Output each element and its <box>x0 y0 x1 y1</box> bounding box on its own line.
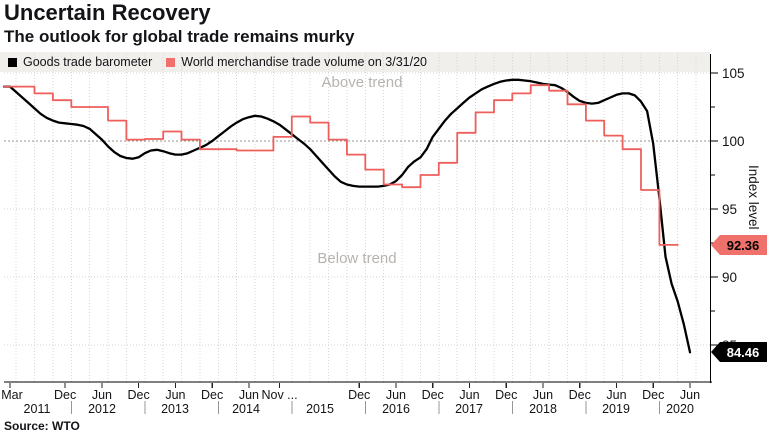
trade-volume-line <box>3 84 679 246</box>
x-month-label: Jun <box>92 388 112 402</box>
x-month-label: Dec <box>642 388 664 402</box>
x-year-label: 2013 <box>161 402 189 416</box>
x-year-label: 2016 <box>382 402 410 416</box>
above-trend-annotation: Above trend <box>321 74 403 91</box>
below-trend-annotation: Below trend <box>317 250 397 267</box>
x-month-label: Jun <box>606 388 626 402</box>
x-year-label: 2015 <box>306 402 334 416</box>
x-month-label: Jun <box>459 388 479 402</box>
legend-band <box>0 52 710 72</box>
y-tick-label: 90 <box>722 270 737 285</box>
black-series-swatch-icon <box>8 57 17 67</box>
x-month-label: Jun <box>680 388 700 402</box>
red-series-last-value-badge: 92.36 <box>711 235 767 255</box>
x-month-label: Jun <box>239 388 259 402</box>
x-month-label: Nov ... <box>261 388 297 402</box>
y-axis-title: Index level <box>746 165 761 230</box>
legend-label-barometer: Goods trade barometer <box>23 55 153 69</box>
legend-item-barometer: Goods trade barometer <box>8 55 152 69</box>
x-year-label: 2011 <box>24 402 51 416</box>
x-month-label: Dec <box>348 388 370 402</box>
legend-item-trade-volume: World merchandise trade volume on 3/31/2… <box>166 55 427 69</box>
x-month-label: Jun <box>165 388 185 402</box>
x-month-label: Dec <box>495 388 517 402</box>
barometer-line <box>2 78 692 354</box>
page-title: Uncertain Recovery <box>4 0 211 25</box>
x-month-label: Dec <box>422 388 444 402</box>
x-year-label: 2012 <box>88 402 116 416</box>
x-month-label: Dec <box>569 388 591 402</box>
x-month-label: Dec <box>54 388 76 402</box>
page-subtitle: The outlook for global trade remains mur… <box>4 27 355 46</box>
x-month-label: Mar <box>1 388 23 402</box>
x-month-label: Jun <box>386 388 406 402</box>
source-credit: Source: WTO <box>4 419 80 433</box>
x-month-label: Dec <box>201 388 223 402</box>
black-series-last-value-badge: 84.46 <box>711 342 767 362</box>
x-year-label: 2018 <box>529 402 557 416</box>
red-series-swatch-icon <box>166 57 176 67</box>
x-year-label: 2017 <box>455 402 483 416</box>
x-year-label: 2019 <box>602 402 630 416</box>
legend-label-trade-volume: World merchandise trade volume on 3/31/2… <box>181 55 427 69</box>
y-tick-label: 95 <box>722 202 737 217</box>
y-tick-label: 105 <box>722 66 745 81</box>
x-year-label: 2014 <box>232 402 260 416</box>
x-year-label: 2020 <box>666 402 694 416</box>
x-month-label: Dec <box>128 388 150 402</box>
x-month-label: Jun <box>533 388 553 402</box>
y-tick-label: 100 <box>722 134 745 149</box>
chart-legend: Goods trade barometer World merchandise … <box>0 52 710 72</box>
